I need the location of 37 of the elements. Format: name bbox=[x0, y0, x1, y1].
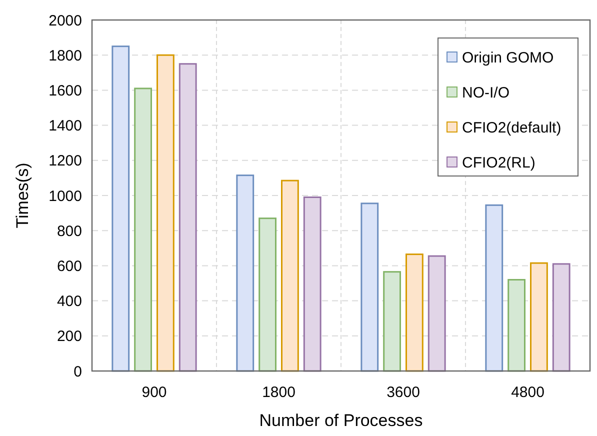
bar bbox=[530, 262, 548, 372]
bar bbox=[508, 278, 526, 372]
y-axis-title: Times(s) bbox=[13, 162, 32, 228]
bar bbox=[134, 88, 152, 372]
bar bbox=[281, 180, 299, 372]
legend-label: Origin GOMO bbox=[462, 49, 554, 66]
y-tick-label: 600 bbox=[56, 258, 82, 275]
bar bbox=[485, 204, 504, 372]
bar bbox=[178, 63, 197, 372]
y-tick-label: 200 bbox=[56, 328, 82, 346]
y-tick-label: 1800 bbox=[48, 47, 82, 64]
x-tick-label: 900 bbox=[142, 384, 167, 401]
y-tick-label: 0 bbox=[74, 363, 82, 380]
bar bbox=[552, 263, 570, 372]
y-tick-label: 1400 bbox=[48, 118, 82, 135]
bar bbox=[428, 255, 446, 372]
legend-label: NO-I/O bbox=[462, 84, 510, 102]
y-tick-label: 1000 bbox=[48, 188, 82, 205]
bar bbox=[360, 202, 379, 372]
legend-label: CFIO2(default) bbox=[462, 119, 562, 136]
y-tick-label: 2000 bbox=[48, 12, 82, 30]
x-tick-label: 1800 bbox=[262, 384, 296, 401]
x-axis-title: Number of Processes bbox=[259, 411, 423, 430]
bar bbox=[303, 196, 322, 372]
bar bbox=[383, 271, 401, 372]
bar bbox=[406, 254, 424, 372]
legend-label: CFIO2(RL) bbox=[462, 154, 536, 172]
y-tick-label: 400 bbox=[56, 293, 82, 310]
x-tick-label: 3600 bbox=[386, 384, 420, 401]
y-tick-label: 800 bbox=[56, 222, 82, 240]
y-tick-label: 1600 bbox=[48, 82, 82, 100]
bar bbox=[258, 218, 276, 372]
bar bbox=[112, 46, 130, 372]
x-tick-label: 4800 bbox=[511, 384, 544, 401]
bar bbox=[236, 174, 254, 372]
bar bbox=[156, 54, 174, 372]
y-tick-label: 1200 bbox=[48, 152, 82, 170]
